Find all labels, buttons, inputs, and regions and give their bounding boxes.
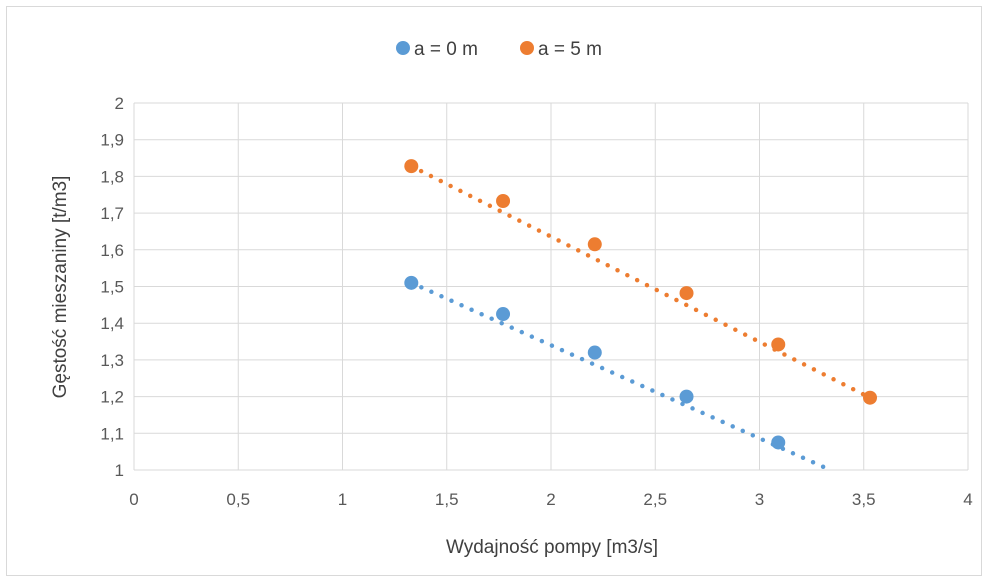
y-tick-label: 1,9 bbox=[100, 131, 124, 150]
data-point bbox=[404, 159, 419, 174]
grid bbox=[133, 102, 969, 471]
data-point bbox=[496, 193, 511, 208]
legend-marker bbox=[520, 41, 534, 55]
x-tick-label: 4 bbox=[963, 490, 972, 509]
x-axis-title: Wydajność pompy [m3/s] bbox=[446, 537, 658, 558]
y-tick-label: 1,2 bbox=[100, 388, 124, 407]
legend-label: a = 0 m bbox=[414, 39, 478, 60]
y-tick-label: 1,3 bbox=[100, 351, 124, 370]
y-tick-label: 1 bbox=[115, 461, 124, 480]
x-tick-label: 0,5 bbox=[226, 490, 250, 509]
legend-label: a = 5 m bbox=[538, 39, 602, 60]
legend-marker bbox=[396, 41, 410, 55]
data-point bbox=[587, 345, 602, 360]
data-point bbox=[771, 337, 786, 352]
x-tick-label: 0 bbox=[129, 490, 138, 509]
trendline bbox=[409, 280, 833, 473]
x-tick-label: 2 bbox=[546, 490, 555, 509]
y-tick-label: 1,5 bbox=[100, 278, 124, 297]
y-tick-label: 1,4 bbox=[100, 314, 124, 333]
data-point bbox=[679, 389, 694, 404]
data-point bbox=[863, 390, 878, 405]
y-tick-label: 1,6 bbox=[100, 241, 124, 260]
x-tick-label: 1 bbox=[338, 490, 347, 509]
data-point bbox=[679, 286, 694, 301]
data-point bbox=[404, 275, 419, 290]
trendline bbox=[409, 163, 873, 400]
legend: a = 0 m a = 5 m bbox=[396, 39, 602, 60]
y-tick-label: 1,7 bbox=[100, 204, 124, 223]
trendlines bbox=[409, 163, 873, 473]
data-points bbox=[404, 159, 878, 450]
x-tick-label: 3 bbox=[755, 490, 764, 509]
x-tick-label: 1,5 bbox=[435, 490, 459, 509]
chart-frame bbox=[6, 6, 982, 576]
tick-labels: 1 1,1 1,2 1,3 1,4 1,5 1,6 1,7 1,8 1,9 2 0 0,5 1 1,5 2 2,… bbox=[100, 94, 972, 509]
x-tick-label: 3,5 bbox=[852, 490, 876, 509]
data-point bbox=[587, 237, 602, 252]
y-axis-title: Gęstość mieszaniny [t/m3] bbox=[50, 176, 71, 399]
y-tick-label: 2 bbox=[115, 94, 124, 113]
data-point bbox=[771, 435, 786, 450]
y-tick-label: 1,1 bbox=[100, 424, 124, 443]
x-tick-label: 2,5 bbox=[643, 490, 667, 509]
data-point bbox=[496, 307, 511, 322]
y-tick-label: 1,8 bbox=[100, 167, 124, 186]
